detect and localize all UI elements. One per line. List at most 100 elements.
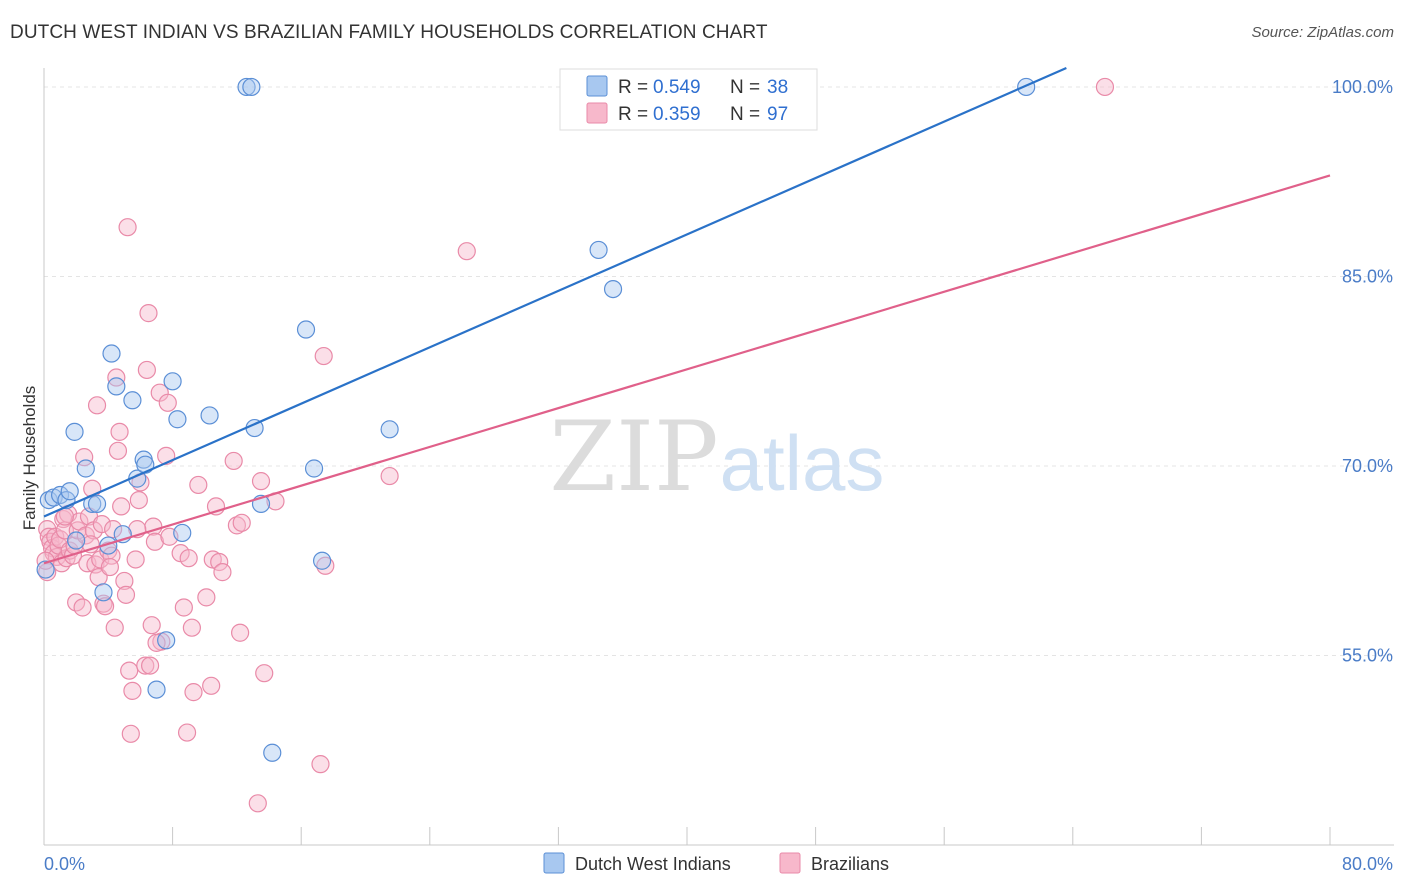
legend-swatch-brazilians: [779, 852, 801, 874]
data-point-dutch-west-indians: [67, 531, 86, 550]
data-point-brazilians: [251, 472, 271, 491]
stats-r-value-pink: 0.359: [653, 104, 701, 125]
data-point-dutch-west-indians: [123, 391, 142, 410]
data-point-dutch-west-indians: [65, 422, 84, 441]
data-point-brazilians: [105, 618, 124, 637]
data-point-dutch-west-indians: [87, 494, 107, 513]
trend-line-brazilians: [43, 174, 1331, 565]
data-point-brazilians: [139, 304, 158, 323]
data-point-brazilians: [73, 598, 92, 617]
data-point-dutch-west-indians: [304, 459, 324, 478]
data-point-dutch-west-indians: [94, 583, 113, 602]
watermark-atlas: atlas: [720, 419, 885, 507]
data-point-brazilians: [145, 532, 165, 551]
data-point-brazilians: [197, 588, 216, 607]
brazilians-points: [36, 77, 1115, 813]
data-point-brazilians: [231, 623, 250, 642]
chart-title: DUTCH WEST INDIAN VS BRAZILIAN FAMILY HO…: [10, 22, 768, 43]
data-point-dutch-west-indians: [173, 523, 192, 543]
data-point-dutch-west-indians: [168, 410, 187, 429]
data-point-brazilians: [182, 618, 201, 637]
data-point-dutch-west-indians: [157, 631, 176, 650]
data-point-brazilians: [140, 656, 160, 675]
data-point-brazilians: [311, 755, 330, 774]
stats-swatch-pink: [586, 102, 608, 124]
data-point-brazilians: [1095, 77, 1115, 97]
stats-n-value-blue: 38: [767, 77, 788, 98]
data-point-brazilians: [210, 552, 229, 572]
data-point-brazilians: [95, 597, 115, 616]
data-point-brazilians: [179, 549, 198, 568]
data-point-dutch-west-indians: [237, 77, 256, 97]
data-point-brazilians: [87, 396, 107, 415]
data-point-brazilians: [380, 466, 399, 486]
data-point-brazilians: [213, 563, 232, 582]
data-point-brazilians: [112, 497, 131, 516]
stats-n-label-pink: N =: [730, 104, 760, 125]
data-point-brazilians: [75, 448, 94, 467]
data-point-brazilians: [184, 683, 203, 702]
data-point-brazilians: [232, 513, 251, 532]
data-point-dutch-west-indians: [603, 279, 623, 299]
watermark-zip: ZIP: [549, 401, 718, 513]
legend-label-brazilians: Brazilians: [811, 854, 889, 874]
data-point-brazilians: [102, 546, 121, 565]
watermark: ZIP atlas: [549, 401, 884, 513]
data-point-brazilians: [92, 514, 111, 534]
data-point-dutch-west-indians: [380, 420, 399, 439]
x-tick-label-max: 80.0%: [1342, 854, 1393, 874]
data-point-brazilians: [316, 556, 335, 575]
data-point-brazilians: [189, 475, 208, 495]
data-point-dutch-west-indians: [36, 560, 55, 579]
source-label: Source: ZipAtlas.com: [1251, 24, 1394, 41]
data-point-brazilians: [177, 723, 197, 742]
y-tick-label: 55.0%: [1342, 645, 1393, 665]
data-point-dutch-west-indians: [39, 490, 58, 510]
data-point-brazilians: [118, 218, 137, 237]
data-point-brazilians: [121, 724, 140, 743]
axes: [43, 68, 1394, 846]
legend-label-dutch-west-indians: Dutch West Indians: [575, 854, 731, 874]
stats-r-label-pink: R =: [618, 104, 648, 125]
data-point-brazilians: [115, 571, 134, 591]
data-point-dutch-west-indians: [76, 459, 95, 478]
data-point-brazilians: [110, 422, 129, 441]
legend-swatch-dutch-west-indians: [543, 852, 565, 874]
y-tick-label: 100.0%: [1332, 77, 1393, 97]
data-point-brazilians: [104, 520, 123, 539]
x-tick-labels: 0.0% 80.0%: [44, 854, 1393, 874]
data-point-brazilians: [142, 616, 161, 635]
data-point-brazilians: [126, 550, 145, 569]
y-tick-labels: 55.0% 70.0% 85.0% 100.0%: [1332, 77, 1393, 666]
data-point-dutch-west-indians: [242, 77, 261, 97]
data-point-brazilians: [129, 490, 148, 510]
data-point-dutch-west-indians: [1017, 77, 1036, 97]
data-point-dutch-west-indians: [200, 406, 219, 425]
data-point-brazilians: [224, 451, 243, 471]
data-point-brazilians: [202, 676, 221, 695]
x-tick-label-min: 0.0%: [44, 854, 85, 874]
data-point-brazilians: [314, 346, 333, 366]
data-point-dutch-west-indians: [102, 344, 121, 363]
data-point-dutch-west-indians: [147, 680, 166, 699]
data-point-brazilians: [123, 681, 142, 700]
data-point-dutch-west-indians: [312, 551, 332, 570]
data-point-brazilians: [158, 393, 177, 412]
data-point-brazilians: [136, 656, 155, 675]
data-point-dutch-west-indians: [296, 320, 316, 339]
data-point-brazilians: [248, 794, 267, 813]
data-point-dutch-west-indians: [60, 482, 79, 501]
trend-lines: [43, 66, 1331, 565]
y-tick-label: 70.0%: [1342, 456, 1393, 476]
data-point-brazilians: [457, 242, 476, 261]
data-point-brazilians: [174, 598, 193, 617]
series-legend: Dutch West Indians Brazilians: [543, 852, 889, 874]
data-point-brazilians: [137, 360, 156, 380]
trend-line-dutch-west-indians: [43, 66, 1067, 518]
stats-n-value-pink: 97: [767, 104, 788, 125]
data-point-brazilians: [108, 441, 128, 460]
data-point-brazilians: [227, 516, 246, 535]
stats-r-label-blue: R =: [618, 77, 648, 98]
stats-n-label-blue: N =: [730, 77, 760, 98]
